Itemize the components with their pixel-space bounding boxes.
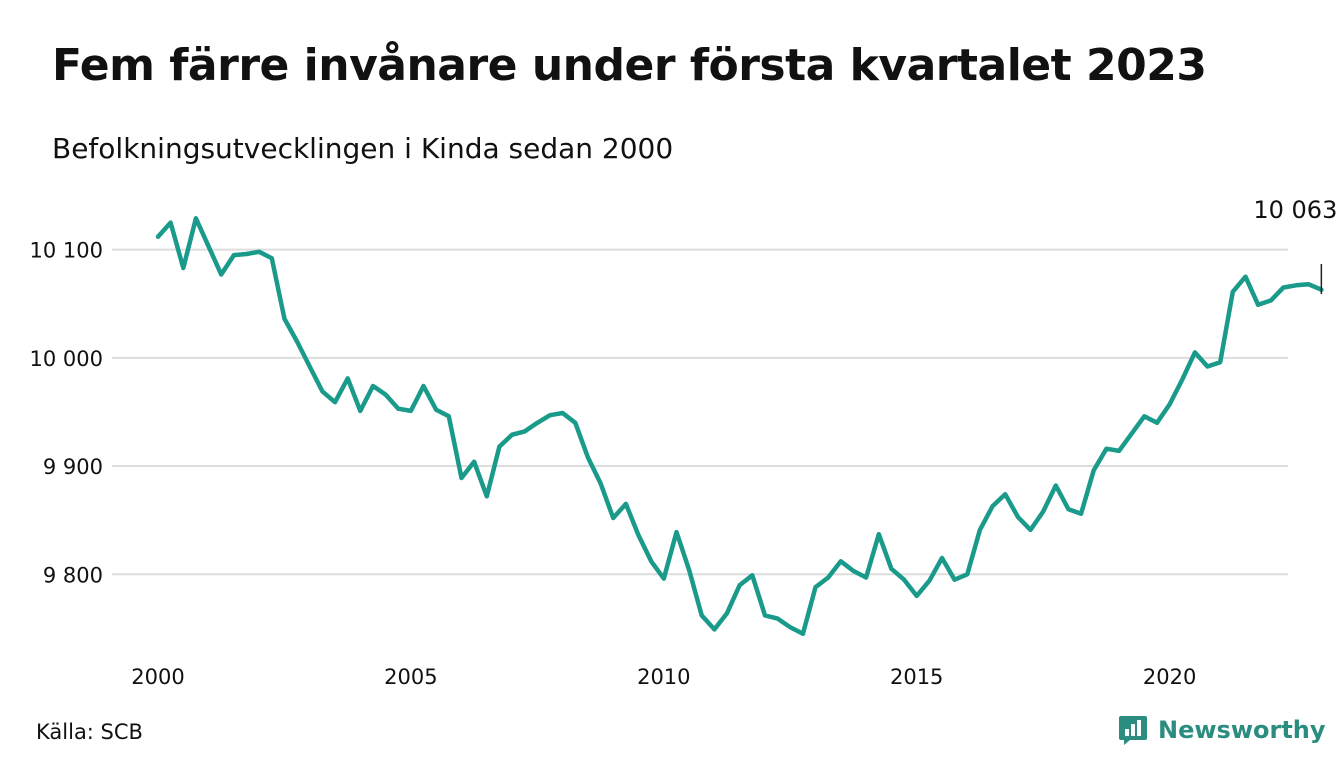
y-tick-label: 10 100 <box>30 239 103 263</box>
brand-name: Newsworthy <box>1158 716 1326 744</box>
x-tick-label: 2015 <box>890 665 943 689</box>
gridlines <box>112 248 1288 576</box>
chart-title: Fem färre invånare under första kvartale… <box>52 40 1207 91</box>
newsworthy-logo[interactable]: Newsworthy <box>1118 714 1326 746</box>
y-tick-label: 10 000 <box>30 347 103 371</box>
annotation-group: 10 063 <box>1253 196 1337 294</box>
y-tick-label: 9 800 <box>43 563 103 587</box>
x-tick-label: 2020 <box>1143 665 1196 689</box>
x-axis-ticks: 2000 2005 2010 2015 2020 <box>131 665 1196 689</box>
series-line <box>155 216 1324 637</box>
y-axis-ticks: 9 800 9 900 10 000 10 100 <box>30 239 103 588</box>
bar-chart-icon <box>1119 716 1147 745</box>
annotation-label: 10 063 <box>1253 196 1337 224</box>
source-note: Källa: SCB <box>36 720 143 744</box>
x-tick-label: 2010 <box>637 665 690 689</box>
chart-subtitle: Befolkningsutvecklingen i Kinda sedan 20… <box>52 132 674 165</box>
series-group <box>155 216 1324 637</box>
x-tick-label: 2000 <box>131 665 184 689</box>
x-tick-label: 2005 <box>384 665 437 689</box>
y-tick-label: 9 900 <box>43 455 103 479</box>
